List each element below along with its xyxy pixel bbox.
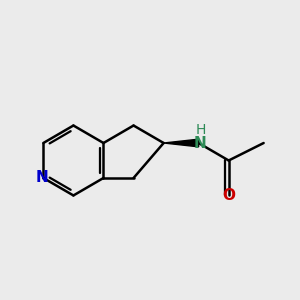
Text: N: N xyxy=(194,136,207,151)
Text: H: H xyxy=(195,123,206,137)
Text: O: O xyxy=(222,188,235,203)
Polygon shape xyxy=(164,139,199,147)
Text: N: N xyxy=(35,170,48,185)
